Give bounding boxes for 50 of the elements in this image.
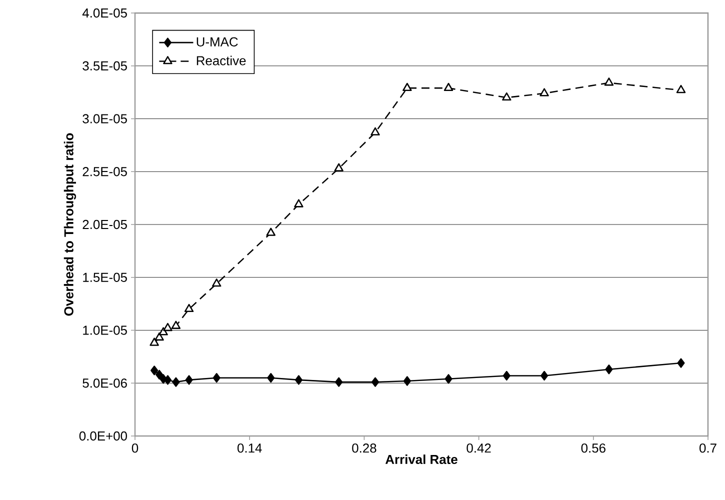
- y-tick-label: 1.0E-05: [83, 326, 127, 335]
- point: [403, 376, 411, 386]
- point: [172, 377, 180, 387]
- x-tick-label: 0.7: [700, 444, 716, 453]
- point: [185, 375, 193, 385]
- y-tick-label: 2.0E-05: [82, 220, 127, 230]
- point: [444, 374, 452, 384]
- y-tick-label: 1.5E-05: [83, 272, 127, 282]
- x-axis-title: Arrival Rate: [385, 454, 458, 464]
- point: [334, 163, 344, 172]
- point: [266, 228, 276, 236]
- x-tick-label: 0.14: [238, 444, 262, 453]
- point: [156, 370, 164, 380]
- point: [370, 127, 380, 136]
- point: [677, 358, 685, 368]
- point: [150, 338, 159, 346]
- point: [212, 373, 220, 383]
- y-tick-label: 3.0E-05: [82, 114, 127, 124]
- y-tick-label: 5.0E-06: [82, 378, 127, 388]
- y-axis-title: Overhead to Throughput ratio: [64, 133, 76, 316]
- point: [676, 84, 686, 94]
- point: [605, 364, 613, 374]
- y-tick-label: 2.5E-05: [82, 167, 127, 176]
- point: [502, 92, 512, 101]
- point: [540, 88, 549, 96]
- point: [212, 278, 222, 287]
- legend-label: U-MAC: [196, 37, 238, 46]
- y-tick-label: 0.0E+00: [79, 431, 127, 441]
- y-tick-label: 3.5E-05: [82, 61, 127, 70]
- point: [184, 304, 194, 312]
- point: [164, 375, 172, 385]
- point: [267, 373, 275, 383]
- point: [502, 370, 510, 381]
- x-tick-label: 0.56: [581, 444, 606, 453]
- legend-label: Reactive: [196, 56, 246, 66]
- point: [335, 377, 343, 387]
- point: [540, 370, 548, 381]
- point: [163, 322, 172, 332]
- point: [150, 366, 158, 376]
- point: [294, 375, 303, 385]
- y-tick-label: 4.0E-05: [82, 8, 127, 18]
- point: [371, 377, 380, 387]
- point: [171, 320, 181, 329]
- point: [402, 82, 412, 92]
- x-tick-label: 0.42: [466, 444, 491, 453]
- x-tick-label: 0.28: [352, 444, 376, 453]
- point: [294, 199, 304, 208]
- point: [604, 78, 614, 86]
- x-tick-label: 0: [132, 444, 138, 453]
- point: [444, 82, 454, 92]
